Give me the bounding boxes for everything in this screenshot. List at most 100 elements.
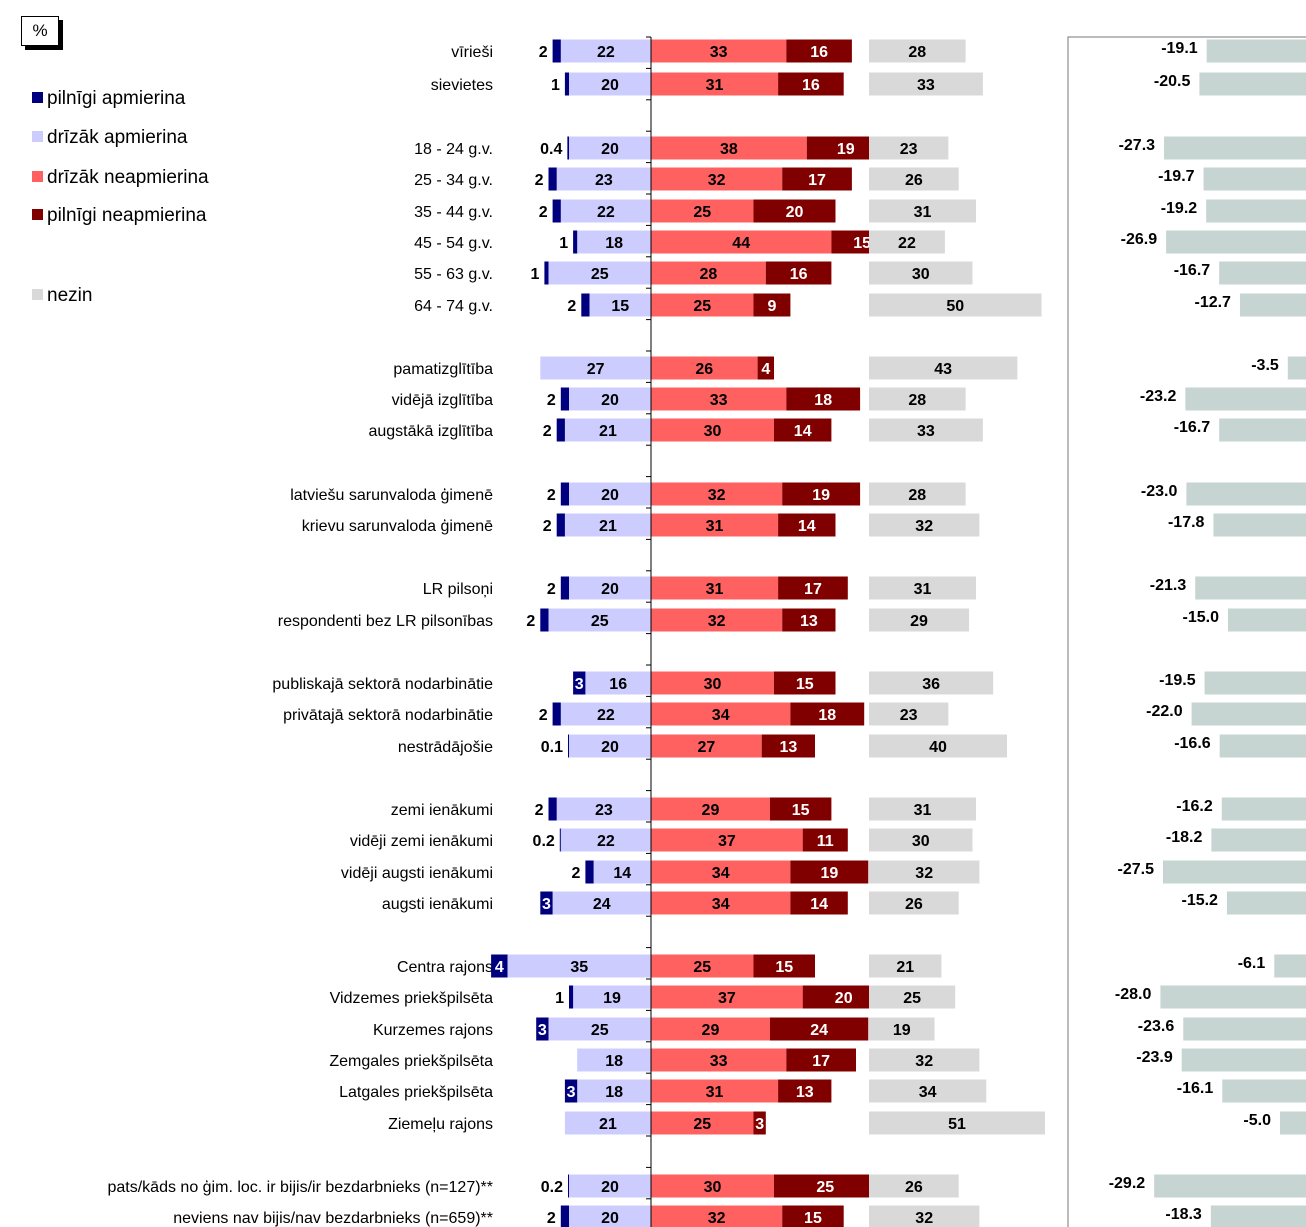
value-label-fully-dissatisfied: 16 bbox=[790, 266, 808, 283]
bar-fully-dissatisfied bbox=[757, 356, 774, 380]
value-label-rather-satisfied: 25 bbox=[591, 613, 609, 630]
value-label-rather-satisfied: 21 bbox=[599, 518, 617, 535]
value-label-fully-satisfied: 2 bbox=[571, 865, 580, 882]
value-label-balance: -26.9 bbox=[1121, 231, 1158, 248]
value-label-fully-satisfied: 4 bbox=[495, 959, 504, 976]
bar-balance bbox=[1199, 72, 1306, 96]
bar-balance bbox=[1191, 702, 1306, 726]
bar-rather-dissatisfied bbox=[651, 167, 783, 191]
bar-fully-dissatisfied bbox=[774, 418, 832, 442]
bar-dont-know bbox=[869, 576, 976, 600]
bar-balance bbox=[1206, 39, 1306, 63]
bar-fully-satisfied bbox=[564, 72, 569, 96]
value-label-fully-satisfied: 1 bbox=[551, 77, 560, 94]
value-label-rather-dissatisfied: 31 bbox=[706, 77, 724, 94]
value-label-dont-know: 50 bbox=[946, 298, 964, 315]
bar-rather-satisfied bbox=[593, 860, 651, 884]
bar-dont-know bbox=[869, 1048, 980, 1072]
category-label: vidējā izglītība bbox=[392, 392, 493, 409]
category-label: Ziemeļu rajons bbox=[388, 1116, 493, 1133]
bar-fully-dissatisfied bbox=[790, 860, 869, 884]
bar-rather-satisfied bbox=[560, 199, 651, 223]
bar-rather-satisfied bbox=[569, 1174, 651, 1198]
value-label-balance: -27.5 bbox=[1118, 861, 1155, 878]
bar-fully-dissatisfied bbox=[778, 576, 848, 600]
bar-dont-know bbox=[869, 136, 949, 160]
value-label-fully-satisfied: 2 bbox=[539, 44, 548, 61]
category-label: Centra rajons bbox=[397, 959, 493, 976]
bar-fully-satisfied bbox=[581, 293, 590, 317]
bar-fully-satisfied bbox=[544, 261, 549, 285]
legend-item-rather-satisfied: drīzāk apmierina bbox=[32, 127, 187, 149]
bar-balance bbox=[1219, 734, 1306, 758]
value-label-balance: -18.3 bbox=[1165, 1206, 1202, 1223]
value-label-rather-satisfied: 20 bbox=[601, 392, 619, 409]
bar-balance bbox=[1211, 828, 1306, 852]
bar-rather-dissatisfied bbox=[651, 230, 832, 254]
value-label-fully-satisfied: 2 bbox=[547, 581, 556, 598]
value-label-rather-dissatisfied: 34 bbox=[712, 896, 730, 913]
bar-fully-satisfied bbox=[560, 576, 569, 600]
bar-rather-dissatisfied bbox=[651, 702, 791, 726]
bar-dont-know bbox=[869, 1111, 1045, 1135]
value-label-fully-dissatisfied: 18 bbox=[818, 707, 836, 724]
value-label-fully-dissatisfied: 16 bbox=[810, 44, 828, 61]
bar-rather-dissatisfied bbox=[651, 39, 787, 63]
bar-dont-know bbox=[869, 954, 942, 978]
value-label-rather-satisfied: 16 bbox=[609, 676, 627, 693]
value-label-rather-dissatisfied: 31 bbox=[706, 1084, 724, 1101]
bar-dont-know bbox=[869, 39, 966, 63]
value-label-fully-satisfied: 2 bbox=[539, 707, 548, 724]
value-label-dont-know: 32 bbox=[915, 865, 933, 882]
value-label-rather-satisfied: 27 bbox=[587, 361, 605, 378]
bar-rather-satisfied bbox=[569, 1205, 651, 1227]
value-label-balance: -16.7 bbox=[1174, 262, 1211, 279]
value-label-balance: -15.0 bbox=[1183, 609, 1220, 626]
bar-fully-satisfied bbox=[552, 702, 561, 726]
category-label: 18 - 24 g.v. bbox=[414, 141, 493, 158]
legend-label: nezin bbox=[47, 285, 93, 306]
value-label-dont-know: 21 bbox=[896, 959, 914, 976]
bar-rather-dissatisfied bbox=[651, 1111, 754, 1135]
value-label-balance: -23.2 bbox=[1140, 388, 1177, 405]
bar-dont-know bbox=[869, 293, 1042, 317]
legend-swatch bbox=[32, 171, 43, 182]
value-label-fully-dissatisfied: 19 bbox=[812, 487, 830, 504]
value-label-rather-dissatisfied: 25 bbox=[693, 204, 711, 221]
value-label-fully-dissatisfied: 17 bbox=[804, 581, 822, 598]
value-label-fully-satisfied: 2 bbox=[543, 518, 552, 535]
bar-fully-dissatisfied bbox=[761, 734, 815, 758]
category-label: augstākā izglītība bbox=[368, 423, 493, 440]
value-label-rather-satisfied: 22 bbox=[597, 833, 615, 850]
bar-fully-satisfied bbox=[567, 136, 569, 160]
bar-balance bbox=[1206, 199, 1306, 223]
legend-label: drīzāk neapmierina bbox=[47, 167, 209, 188]
category-label: sievietes bbox=[431, 77, 493, 94]
bar-fully-satisfied bbox=[560, 387, 569, 411]
value-label-fully-satisfied: 2 bbox=[547, 1210, 556, 1227]
category-label: Kurzemes rajons bbox=[373, 1022, 493, 1039]
value-label-fully-satisfied: 3 bbox=[542, 896, 551, 913]
value-label-rather-dissatisfied: 32 bbox=[708, 487, 726, 504]
bar-balance bbox=[1222, 1079, 1306, 1103]
bar-dont-know bbox=[869, 356, 1018, 380]
category-label: augsti ienākumi bbox=[382, 896, 493, 913]
category-label: 25 - 34 g.v. bbox=[414, 172, 493, 189]
bar-fully-dissatisfied bbox=[782, 1205, 844, 1227]
value-label-fully-dissatisfied: 14 bbox=[810, 896, 828, 913]
value-label-fully-dissatisfied: 24 bbox=[810, 1022, 828, 1039]
legend-swatch bbox=[32, 209, 43, 220]
bar-rather-dissatisfied bbox=[651, 136, 807, 160]
value-label-dont-know: 26 bbox=[905, 172, 923, 189]
value-label-rather-dissatisfied: 31 bbox=[706, 518, 724, 535]
bar-rather-satisfied bbox=[552, 891, 651, 915]
value-label-rather-satisfied: 20 bbox=[601, 1179, 619, 1196]
bar-fully-dissatisfied bbox=[753, 293, 791, 317]
bar-balance bbox=[1181, 1048, 1306, 1072]
bar-fully-satisfied bbox=[559, 828, 561, 852]
bar-dont-know bbox=[869, 513, 980, 537]
value-label-dont-know: 34 bbox=[919, 1084, 937, 1101]
bar-fully-dissatisfied bbox=[786, 387, 861, 411]
category-label: 64 - 74 g.v. bbox=[414, 298, 493, 315]
bar-dont-know bbox=[869, 230, 945, 254]
